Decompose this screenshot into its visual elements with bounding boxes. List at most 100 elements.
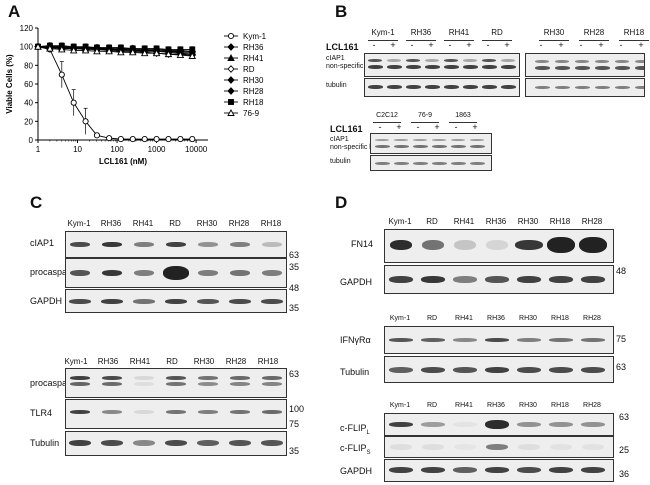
blot-tubulin <box>384 356 614 383</box>
cell-line-label: RH18 <box>549 217 571 226</box>
cell-line-label: RH36 <box>487 402 505 409</box>
band-nonspecific <box>443 65 459 69</box>
band-cflip-s <box>582 444 604 450</box>
sign-minus: - <box>378 122 382 132</box>
band-procaspase3 <box>230 270 250 276</box>
sign-plus: + <box>504 40 510 50</box>
band-ifngra <box>389 338 413 342</box>
band-tubulin <box>469 161 485 165</box>
band-tlr4 <box>70 410 90 414</box>
cell-line-underline <box>482 40 512 41</box>
band-ciap1 <box>470 139 484 141</box>
band-nonspecific <box>405 65 421 69</box>
band-tlr4 <box>166 410 186 414</box>
band-cflip-s <box>550 444 572 450</box>
cell-line-label: RH18 <box>623 28 645 37</box>
legend-entry: RH18 <box>224 98 264 107</box>
series-kym-1 <box>34 43 196 143</box>
blot-gapdh <box>384 459 614 482</box>
cell-line-label: RH30 <box>543 28 565 37</box>
data-point <box>129 136 136 143</box>
blot-ifngra <box>384 326 614 354</box>
band-gapdh <box>133 298 155 304</box>
row-label-procaspase8: procaspase 8 <box>30 378 85 388</box>
band-ciap1 <box>166 241 186 247</box>
band-procaspase3 <box>163 266 189 280</box>
mw-marker: 35 <box>289 303 300 313</box>
blot-gapdh <box>65 289 287 313</box>
band-fn14 <box>454 240 476 250</box>
legend-label: RD <box>243 65 255 74</box>
band-gapdh <box>549 275 573 283</box>
data-point <box>46 44 54 52</box>
band-procaspase3 <box>102 270 122 276</box>
band-tubulin <box>517 367 541 373</box>
sign-plus: + <box>472 122 478 132</box>
legend-label: RH36 <box>243 43 264 52</box>
band-tubulin <box>614 85 630 89</box>
cflip-text: c-FLIP <box>340 423 367 433</box>
sign-minus: - <box>416 122 420 132</box>
band-procaspase8 <box>134 376 154 380</box>
data-point <box>165 136 172 143</box>
band-ciap1 <box>230 241 250 247</box>
band-tubulin <box>481 85 497 89</box>
mw-marker: 63 <box>289 369 300 379</box>
sign-minus: - <box>579 40 583 50</box>
band-nonspecific <box>462 65 478 69</box>
band-tubulin <box>594 85 610 89</box>
cell-line-label: RH30 <box>519 315 537 322</box>
sign-minus: - <box>410 40 414 50</box>
data-point <box>82 118 89 125</box>
row-label-ciap1: cIAP1 <box>30 238 55 248</box>
band-cflip-l <box>581 421 605 427</box>
cell-line-label: RH41 <box>455 315 473 322</box>
data-point <box>140 49 149 57</box>
x-tick-label: 10000 <box>185 145 208 154</box>
data-point <box>152 49 161 57</box>
band-ciap1 <box>375 139 389 141</box>
band-ciap1 <box>432 139 446 141</box>
band-gapdh <box>453 275 477 283</box>
band-cflip-l <box>389 421 413 427</box>
cell-line-label: Kym-1 <box>371 28 395 37</box>
band-gapdh <box>197 298 219 304</box>
band-ifngra <box>421 338 445 342</box>
row-label-gapdh: GAPDH <box>340 277 373 287</box>
cell-line-underline <box>411 122 439 123</box>
row-label-tubulin: Tubulin <box>340 367 370 377</box>
cell-line-underline <box>449 122 477 123</box>
band-gapdh <box>549 467 573 473</box>
band-tubulin <box>393 161 409 165</box>
sign-plus: + <box>434 122 440 132</box>
band-gapdh <box>389 467 413 473</box>
cell-line-underline <box>539 40 569 41</box>
band-gapdh <box>229 298 251 304</box>
cell-line-label: RD <box>426 402 438 409</box>
band-ciap1 <box>368 58 382 62</box>
band-procaspase3 <box>70 270 90 276</box>
band-gapdh <box>581 275 605 283</box>
legend-marker <box>228 99 234 105</box>
band-cflip-s <box>390 444 412 450</box>
band-cflip-l <box>485 419 509 429</box>
band-gapdh <box>517 467 541 473</box>
band-tubulin <box>534 85 550 89</box>
cell-line-label: Kym-1 <box>388 217 412 226</box>
cell-line-label: RH30 <box>196 219 218 228</box>
y-tick-label: 40 <box>24 99 33 108</box>
legend-label: RH28 <box>243 87 264 96</box>
panel-c-label: C <box>30 193 43 212</box>
data-point <box>188 52 197 59</box>
legend-marker <box>227 76 235 84</box>
legend-label: Kym-1 <box>243 32 267 41</box>
mw-marker: 63 <box>616 362 627 372</box>
legend-entry: RH36 <box>224 43 264 52</box>
x-tick-label: 1 <box>36 145 41 154</box>
band-cflip-l <box>453 421 477 427</box>
band-gapdh <box>69 298 91 304</box>
data-point <box>70 99 77 106</box>
band-ciap1 <box>413 139 427 141</box>
data-point <box>69 46 78 54</box>
